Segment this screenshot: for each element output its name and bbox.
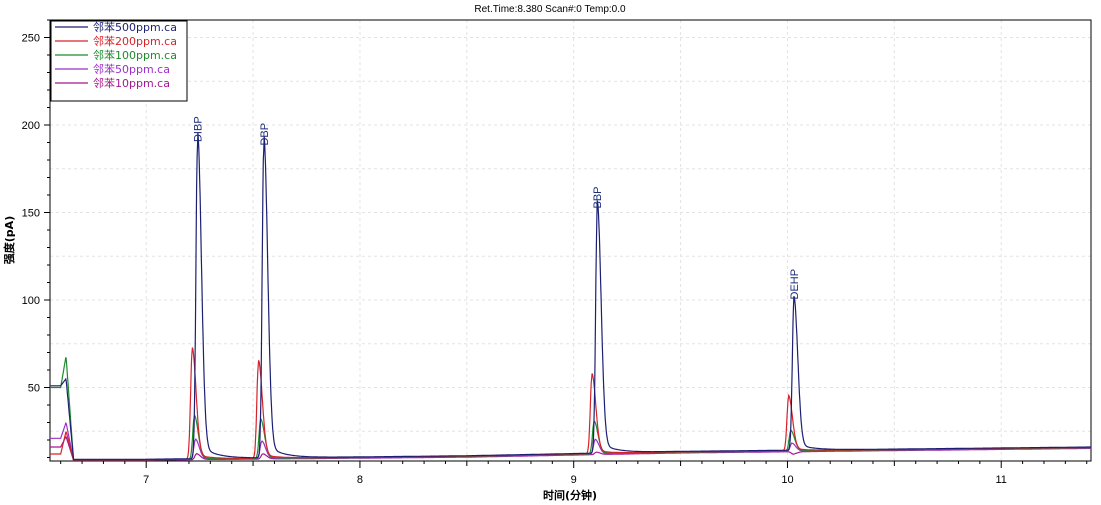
y-tick-label: 50 xyxy=(28,383,40,395)
series-lines xyxy=(50,132,1092,461)
x-tick-label: 8 xyxy=(357,474,363,486)
peak-label: DIBP xyxy=(192,116,204,142)
peak-labels: DIBP DBP BBP DEHP xyxy=(192,116,800,299)
y-tick-label: 250 xyxy=(22,33,40,45)
plot-frame xyxy=(49,19,1092,462)
y-tick-label: 200 xyxy=(22,120,40,132)
legend-entry: 邻苯10ppm.ca xyxy=(93,76,170,90)
legend-entry: 邻苯500ppm.ca xyxy=(93,20,177,34)
peak-label: DEHP xyxy=(789,269,801,300)
grid xyxy=(50,20,1091,461)
series-line xyxy=(50,347,1092,461)
peak-label: DBP xyxy=(259,123,271,146)
peak-label: BBP xyxy=(592,186,604,208)
x-tick-label: 7 xyxy=(143,474,149,486)
x-axis-title: 时间(分钟) xyxy=(543,488,597,502)
chart-header-title: Ret.Time:8.380 Scan#:0 Temp:0.0 xyxy=(474,4,626,15)
x-tick-label: 10 xyxy=(781,474,793,486)
legend-entry: 邻苯50ppm.ca xyxy=(93,62,170,76)
legend-entry: 邻苯100ppm.ca xyxy=(93,48,177,62)
x-tick-label: 9 xyxy=(571,474,577,486)
y-axis-title: 强度(pA) xyxy=(2,216,16,264)
y-tick-label: 150 xyxy=(22,208,40,220)
series-line xyxy=(50,357,1091,461)
axes: 7 8 9 10 11 50 100 150 200 250 xyxy=(22,19,1088,486)
legend-entry: 邻苯200ppm.ca xyxy=(93,34,177,48)
series-line xyxy=(50,132,1091,460)
y-tick-label: 100 xyxy=(22,295,40,307)
legend: 邻苯500ppm.ca邻苯200ppm.ca邻苯100ppm.ca邻苯50ppm… xyxy=(50,20,188,102)
legend-box xyxy=(50,20,188,102)
x-tick-label: 11 xyxy=(996,474,1007,486)
